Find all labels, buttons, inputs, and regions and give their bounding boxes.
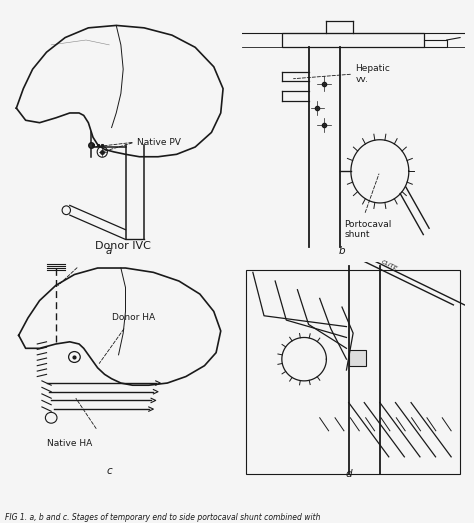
Text: d: d — [346, 469, 352, 479]
Text: Donor HA: Donor HA — [111, 313, 155, 322]
Bar — [349, 350, 366, 366]
Text: b: b — [339, 246, 345, 256]
Text: a: a — [106, 246, 112, 256]
Bar — [282, 33, 424, 47]
Text: c: c — [106, 466, 112, 476]
Text: CLITE: CLITE — [380, 259, 398, 271]
Text: Donor IVC: Donor IVC — [95, 241, 151, 251]
Text: Native HA: Native HA — [47, 439, 92, 449]
Text: FIG 1. a, b and c. Stages of temporary end to side portocaval shunt combined wit: FIG 1. a, b and c. Stages of temporary e… — [5, 513, 320, 522]
Text: Hepatic
vv.: Hepatic vv. — [356, 64, 390, 84]
Text: Native PV: Native PV — [137, 138, 181, 146]
Text: Portocaval
shunt: Portocaval shunt — [344, 220, 392, 240]
